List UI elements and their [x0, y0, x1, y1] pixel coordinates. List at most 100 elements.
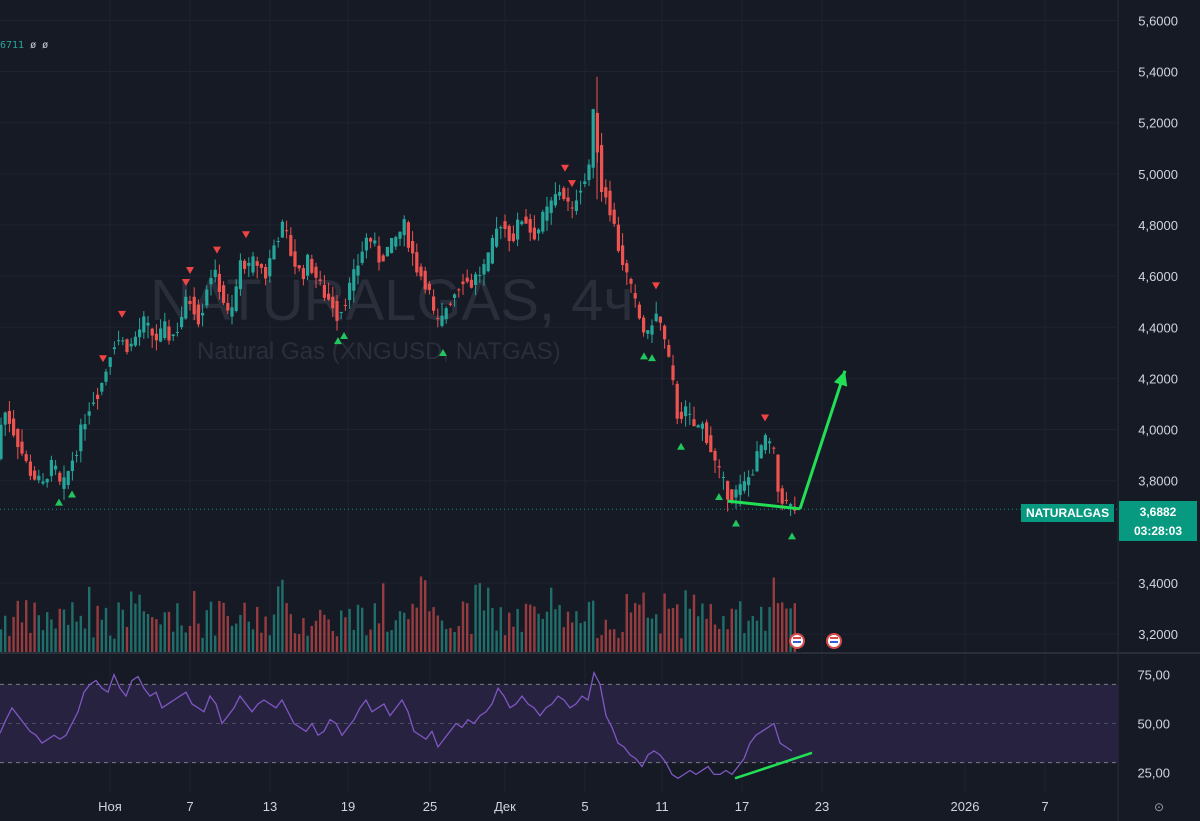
candle-body — [154, 333, 158, 341]
price-axis[interactable]: 5,6000 5,4000 5,2000 5,0000 4,8000 4,6000 4,40… — [1137, 13, 1178, 780]
volume-bar — [764, 630, 767, 652]
event-icons[interactable] — [789, 633, 842, 649]
time-tick-label: 23 — [815, 799, 829, 814]
candle-body — [54, 465, 58, 470]
volume-bar — [327, 619, 330, 652]
price-tick-label: 5,6000 — [1138, 13, 1178, 28]
candle-body — [717, 466, 721, 468]
volume-bar — [96, 605, 99, 652]
candle-body — [112, 347, 116, 350]
volume-bar — [281, 579, 284, 652]
candle-body — [562, 188, 566, 200]
candle-body — [583, 181, 587, 185]
volume-bar — [499, 607, 502, 652]
candle-body — [398, 231, 402, 239]
axis-settings-icon[interactable]: ⊙ — [1154, 800, 1165, 814]
volume-bar — [83, 628, 87, 652]
volume-bar — [163, 612, 166, 652]
sell-signal-marker — [213, 246, 221, 254]
candle-body — [759, 445, 763, 459]
candle-body — [503, 221, 507, 230]
candle-body — [495, 228, 499, 247]
volume-bar — [113, 638, 116, 652]
candle-body — [671, 365, 675, 381]
volume-bar — [310, 626, 313, 652]
volume-bar — [214, 635, 217, 652]
price-tick-label: 4,0000 — [1138, 423, 1178, 438]
candle-body — [453, 294, 457, 298]
candle-body — [432, 296, 436, 311]
drawing-annotations[interactable] — [727, 370, 848, 511]
price-tick-label: 3,2000 — [1138, 627, 1178, 642]
volume-bar — [390, 630, 393, 652]
volume-bar — [41, 630, 45, 652]
candle-body — [150, 328, 154, 336]
candle-body — [196, 304, 200, 325]
volume-bar — [638, 604, 641, 652]
candle-body — [742, 481, 746, 491]
candle-body — [3, 412, 7, 425]
volume-bar — [634, 602, 637, 652]
candle-body — [457, 289, 461, 291]
candle-body — [28, 461, 32, 476]
candle-body — [608, 190, 612, 216]
volume-bar — [344, 617, 347, 652]
candle-body — [675, 383, 679, 419]
volume-bar — [356, 604, 360, 652]
candle-body — [306, 254, 310, 276]
rsi-pane[interactable] — [0, 670, 1118, 780]
candle-body — [436, 318, 440, 320]
candle-body — [411, 240, 415, 254]
candle-body — [339, 311, 343, 314]
candle-body — [272, 245, 276, 260]
candle-body — [658, 316, 662, 323]
volume-bar — [562, 627, 565, 652]
volume-bar — [277, 586, 280, 652]
candle-body — [377, 245, 381, 263]
candle-body — [335, 300, 339, 321]
volume-bar — [176, 603, 179, 652]
candle-body — [776, 454, 780, 492]
volume-bar — [398, 611, 402, 652]
volume-bar — [50, 619, 53, 652]
volume-bar — [340, 610, 343, 652]
volume-bar — [285, 603, 288, 652]
volume-bar — [642, 592, 645, 652]
candle-body — [709, 435, 713, 453]
candle-body — [465, 277, 469, 282]
price-candles[interactable] — [0, 76, 1118, 516]
candle-body — [423, 270, 427, 290]
candle-body — [390, 238, 394, 254]
volume-bar — [600, 635, 603, 652]
volume-bar — [293, 633, 297, 652]
volume-bar — [713, 624, 717, 652]
candle-body — [516, 219, 520, 240]
candle-body — [574, 200, 578, 212]
volume-bar — [251, 629, 255, 652]
time-tick-label: 13 — [263, 799, 277, 814]
candle-body — [419, 266, 423, 277]
candle-body — [33, 470, 37, 480]
last-price-label: 3,6882 03:28:03 — [1119, 501, 1197, 541]
candle-body — [108, 357, 112, 367]
candle-body — [16, 428, 20, 448]
candle-body — [738, 484, 742, 495]
volume-bar — [587, 601, 591, 652]
candle-body — [251, 256, 255, 273]
candle-body — [314, 266, 318, 278]
candle-body — [755, 451, 759, 472]
volume-bar — [541, 618, 544, 652]
last-price-value: 3,6882 — [1139, 505, 1177, 519]
candle-body — [356, 265, 360, 276]
volume-bar — [520, 631, 523, 652]
candle-body — [784, 499, 788, 502]
bar-countdown: 03:28:03 — [1133, 524, 1183, 538]
candle-body — [667, 345, 671, 357]
time-axis[interactable]: Ноя 7 13 19 25 Дек 5 11 17 23 2026 7 — [98, 799, 1048, 814]
volume-bar — [533, 606, 536, 652]
candle-body — [213, 269, 217, 278]
volume-bar — [235, 623, 238, 652]
volume-bar — [487, 587, 490, 652]
candle-body — [537, 229, 541, 234]
